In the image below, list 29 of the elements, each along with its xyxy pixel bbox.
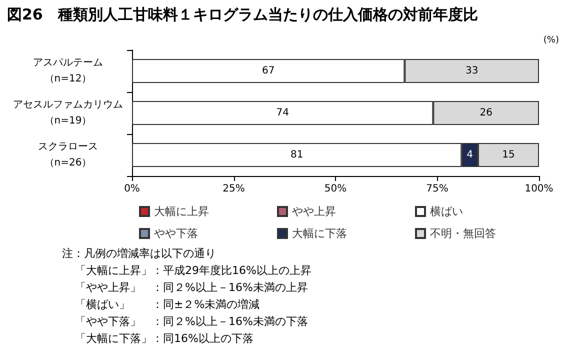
legend-label: 横ばい: [430, 205, 463, 218]
x-tick-label: 25%: [222, 184, 245, 194]
text: 「やや上昇」 ：同２%以上－16%未満の上昇: [75, 281, 308, 294]
data-label: 81: [290, 150, 304, 160]
text: 注：凡例の増減率は以下の通り: [62, 247, 216, 260]
x-tick-label: 50%: [324, 184, 347, 194]
text: 「やや下落」 ：同２%以上－16%未満の下落: [75, 315, 308, 328]
text: 「大幅に下落」：同16%以上の下落: [75, 332, 254, 345]
x-tick-label: 75%: [426, 184, 448, 194]
x-tick-label: 100%: [524, 184, 554, 194]
legend-label: やや上昇: [292, 205, 336, 218]
x-axis-title: (%): [543, 36, 560, 46]
data-label: 4: [466, 150, 473, 160]
data-label: 67: [262, 66, 275, 76]
y-tick-label: スクラロース（n=26）: [38, 142, 98, 168]
legend-label: やや下落: [154, 227, 198, 240]
chart-title: 図26 種類別人工甘味料１キログラム当たりの仕入価格の対前年度比: [7, 6, 478, 24]
legend-label: 大幅に下落: [292, 227, 347, 240]
y-tick-label: アセスルファムカリウム（n=19）: [13, 100, 123, 126]
text: 「横ばい」 ：同±２%未満の増減: [75, 298, 260, 311]
data-label: 33: [465, 66, 478, 76]
legend-label: 不明・無回答: [430, 227, 496, 240]
text: 「大幅に上昇」：平成29年度比16%以上の上昇: [75, 264, 312, 277]
data-label: 26: [480, 108, 492, 118]
data-label: 15: [502, 150, 515, 160]
data-label: 74: [276, 108, 289, 118]
x-tick-label: 0%: [124, 184, 140, 194]
y-tick-label: アスパルテーム（n=12）: [33, 58, 103, 84]
legend-label: 大幅に上昇: [154, 205, 209, 218]
